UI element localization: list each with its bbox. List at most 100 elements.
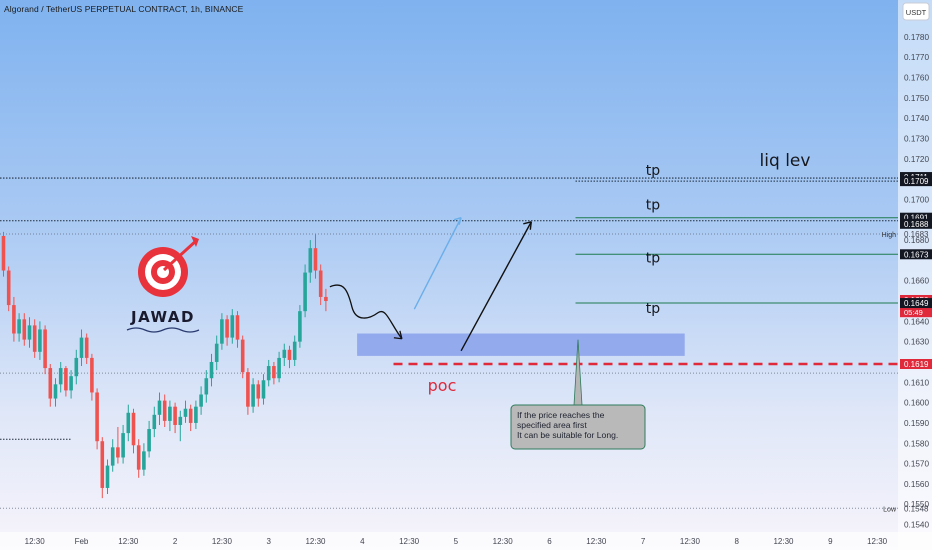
y-tick-label: 0.1580	[904, 439, 929, 448]
price-label-box	[900, 249, 932, 260]
price-axis-background	[898, 0, 932, 550]
price-label-box	[900, 218, 932, 229]
price-label-box	[900, 298, 932, 309]
poc-label: poc	[428, 376, 457, 395]
x-tick-label: 9	[828, 537, 833, 546]
candle-body	[303, 272, 307, 312]
candle-body	[136, 445, 141, 470]
candle-body	[318, 270, 323, 297]
y-tick-label: 0.1590	[904, 419, 929, 428]
time-axis-background	[0, 532, 932, 550]
x-tick-label: Feb	[75, 537, 89, 546]
candle-body	[209, 361, 214, 379]
logo-arrow-icon	[162, 238, 199, 272]
candle-body	[225, 319, 229, 338]
price-tag-low: Low	[883, 506, 897, 513]
candle-body	[282, 349, 287, 358]
candle-body	[116, 447, 120, 458]
candle-body	[110, 447, 115, 466]
candle-body	[27, 325, 32, 340]
candle-body	[199, 394, 203, 407]
candle-body	[240, 339, 245, 373]
blue-arrow-head	[453, 217, 462, 225]
y-tick-label: 0.1720	[904, 155, 929, 164]
candle-body	[230, 315, 235, 338]
y-tick-label: 0.1570	[904, 460, 929, 469]
x-tick-label: 4	[360, 537, 365, 546]
note-line: If the price reaches the	[517, 410, 605, 420]
candle-body	[105, 465, 110, 488]
candle-body	[272, 366, 276, 379]
candle-body	[152, 414, 157, 430]
tp-label: tp	[646, 301, 660, 317]
candle-body	[168, 406, 172, 421]
y-tick-label: 0.1660	[904, 277, 929, 286]
x-tick-label: 12:30	[399, 537, 420, 546]
long-arrow	[460, 221, 532, 352]
candle-body	[266, 366, 271, 381]
candle-body	[287, 349, 292, 360]
x-tick-label: 3	[266, 537, 271, 546]
candle-body	[74, 357, 79, 377]
x-tick-label: 12:30	[25, 537, 46, 546]
y-tick-label: 0.1740	[904, 114, 929, 123]
y-tick-label: 0.1540	[904, 521, 929, 530]
candle-body	[183, 408, 188, 417]
candle-body	[126, 412, 131, 434]
candle-body	[64, 368, 68, 391]
candle-body	[43, 329, 47, 369]
candle-body	[48, 368, 53, 399]
candle-body	[12, 305, 16, 334]
currency-badge-label: USDT	[906, 8, 927, 17]
y-tick-label: 0.1560	[904, 480, 929, 489]
x-tick-label: 5	[454, 537, 459, 546]
price-label: 0.1688	[904, 220, 929, 229]
tp-label: tp	[646, 198, 660, 214]
price-label: 05:49	[904, 308, 923, 317]
candle-body	[1, 235, 6, 271]
x-tick-label: 6	[547, 537, 552, 546]
note-box	[510, 404, 646, 450]
x-tick-label: 12:30	[586, 537, 607, 546]
candle-body	[194, 406, 198, 423]
candle-body	[121, 433, 125, 458]
currency-badge	[902, 2, 930, 21]
x-tick-label: 12:30	[680, 537, 701, 546]
x-tick-label: 12:30	[773, 537, 794, 546]
y-tick-label: 0.1610	[904, 378, 929, 387]
candle-body	[220, 319, 224, 344]
x-tick-label: 12:30	[867, 537, 888, 546]
candle-body	[22, 319, 27, 340]
logo-text: JAWAD	[130, 308, 195, 326]
candle-body	[100, 441, 105, 488]
y-tick-label: 0.1640	[904, 317, 929, 326]
price-tag-high: High	[882, 232, 897, 239]
candle-body	[131, 412, 136, 446]
candle-body	[157, 400, 162, 415]
y-tick-label: 0.1630	[904, 338, 929, 347]
candle-body	[38, 329, 42, 352]
candle-body	[142, 451, 146, 470]
x-tick-label: 12:30	[212, 537, 233, 546]
price-label: 0.1548	[904, 504, 929, 513]
candles	[1, 231, 328, 499]
candle-body	[147, 429, 151, 452]
x-tick-label: 2	[173, 537, 178, 546]
price-label: 0.1673	[904, 250, 929, 259]
candle-body	[53, 384, 58, 399]
candle-body	[17, 319, 21, 334]
candle-body	[292, 341, 297, 360]
candle-body	[32, 325, 37, 352]
candle-body	[79, 337, 84, 358]
candle-body	[69, 376, 73, 391]
y-tick-label: 0.1680	[904, 236, 929, 245]
candle-body	[6, 270, 11, 306]
price-label: 0.1683	[904, 230, 929, 239]
y-tick-label: 0.1770	[904, 53, 929, 62]
candle-body	[308, 248, 313, 273]
note-line: specified area first	[517, 420, 587, 430]
candle-body	[256, 384, 261, 399]
y-tick-label: 0.1750	[904, 94, 929, 103]
